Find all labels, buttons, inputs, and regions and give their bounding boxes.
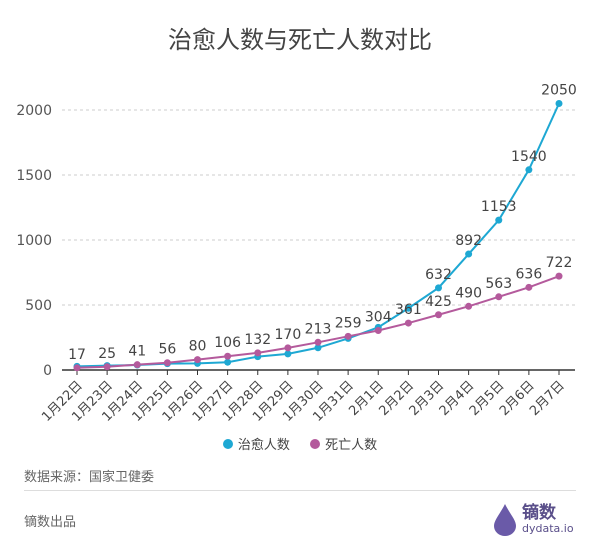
data-label: 632 bbox=[425, 267, 452, 283]
y-tick-label: 1500 bbox=[16, 168, 52, 184]
data-point bbox=[465, 302, 473, 310]
data-point bbox=[194, 356, 201, 364]
data-point bbox=[435, 311, 442, 319]
data-label: 80 bbox=[189, 339, 207, 355]
line-chart: 05001000150020001月22日1月23日1月24日1月25日1月26… bbox=[16, 83, 577, 425]
data-point bbox=[495, 216, 503, 224]
legend: 治愈人数 死亡人数 bbox=[0, 434, 600, 453]
data-point bbox=[254, 349, 262, 357]
data-label: 41 bbox=[128, 344, 146, 360]
data-label: 892 bbox=[455, 233, 482, 249]
data-label: 1540 bbox=[511, 149, 547, 165]
data-point bbox=[435, 284, 442, 292]
divider bbox=[24, 490, 576, 491]
data-label: 213 bbox=[305, 321, 332, 337]
data-point bbox=[224, 358, 232, 366]
data-label: 563 bbox=[485, 276, 512, 292]
data-point bbox=[344, 332, 352, 340]
legend-item-deaths[interactable]: 死亡人数 bbox=[310, 434, 377, 453]
data-label: 259 bbox=[335, 315, 362, 331]
x-tick-label: 2月7日 bbox=[527, 378, 568, 419]
y-tick-label: 500 bbox=[25, 298, 52, 314]
data-point bbox=[314, 344, 322, 352]
data-label: 56 bbox=[158, 342, 176, 358]
data-label: 170 bbox=[275, 327, 302, 343]
data-point bbox=[103, 363, 111, 371]
data-label: 304 bbox=[365, 309, 392, 325]
legend-label: 死亡人数 bbox=[325, 438, 378, 453]
data-label: 17 bbox=[68, 347, 86, 363]
data-point bbox=[163, 359, 171, 367]
logo-url: dydata.io bbox=[522, 521, 574, 535]
data-point bbox=[133, 361, 141, 369]
legend-marker bbox=[222, 438, 233, 449]
y-tick-label: 0 bbox=[43, 363, 52, 379]
logo-drop-icon bbox=[494, 504, 516, 536]
data-point bbox=[374, 326, 382, 334]
data-point bbox=[525, 283, 533, 291]
y-tick-label: 1000 bbox=[16, 233, 52, 249]
data-point bbox=[555, 272, 563, 280]
data-label: 1153 bbox=[481, 199, 517, 215]
data-point bbox=[284, 350, 292, 358]
legend-marker bbox=[310, 438, 321, 449]
data-point bbox=[73, 364, 81, 372]
data-label: 722 bbox=[546, 255, 573, 271]
data-point bbox=[404, 304, 412, 312]
data-label: 490 bbox=[455, 285, 482, 301]
logo-name: 镝数 bbox=[522, 502, 556, 523]
data-source: 数据来源：国家卫健委 bbox=[24, 470, 155, 485]
data-point bbox=[314, 338, 322, 346]
data-point bbox=[284, 344, 292, 352]
data-point bbox=[404, 319, 412, 327]
legend-item-cured[interactable]: 治愈人数 bbox=[222, 434, 290, 453]
data-point bbox=[224, 352, 232, 360]
data-label: 25 bbox=[98, 346, 116, 362]
legend-label: 治愈人数 bbox=[237, 438, 290, 453]
logo: 镝数 dydata.io bbox=[492, 502, 574, 536]
data-point bbox=[495, 293, 503, 301]
data-label: 361 bbox=[395, 302, 422, 318]
data-label: 636 bbox=[516, 266, 543, 282]
data-point bbox=[525, 166, 533, 174]
y-tick-label: 2000 bbox=[16, 103, 52, 119]
data-label: 106 bbox=[214, 335, 241, 351]
data-label: 132 bbox=[244, 332, 271, 348]
data-label: 2050 bbox=[541, 83, 577, 99]
data-label: 425 bbox=[425, 294, 452, 310]
chart-title: 治愈人数与死亡人数对比 bbox=[168, 26, 432, 54]
credit: 镝数出品 bbox=[24, 515, 77, 530]
data-point bbox=[555, 100, 563, 107]
data-point bbox=[465, 250, 473, 258]
